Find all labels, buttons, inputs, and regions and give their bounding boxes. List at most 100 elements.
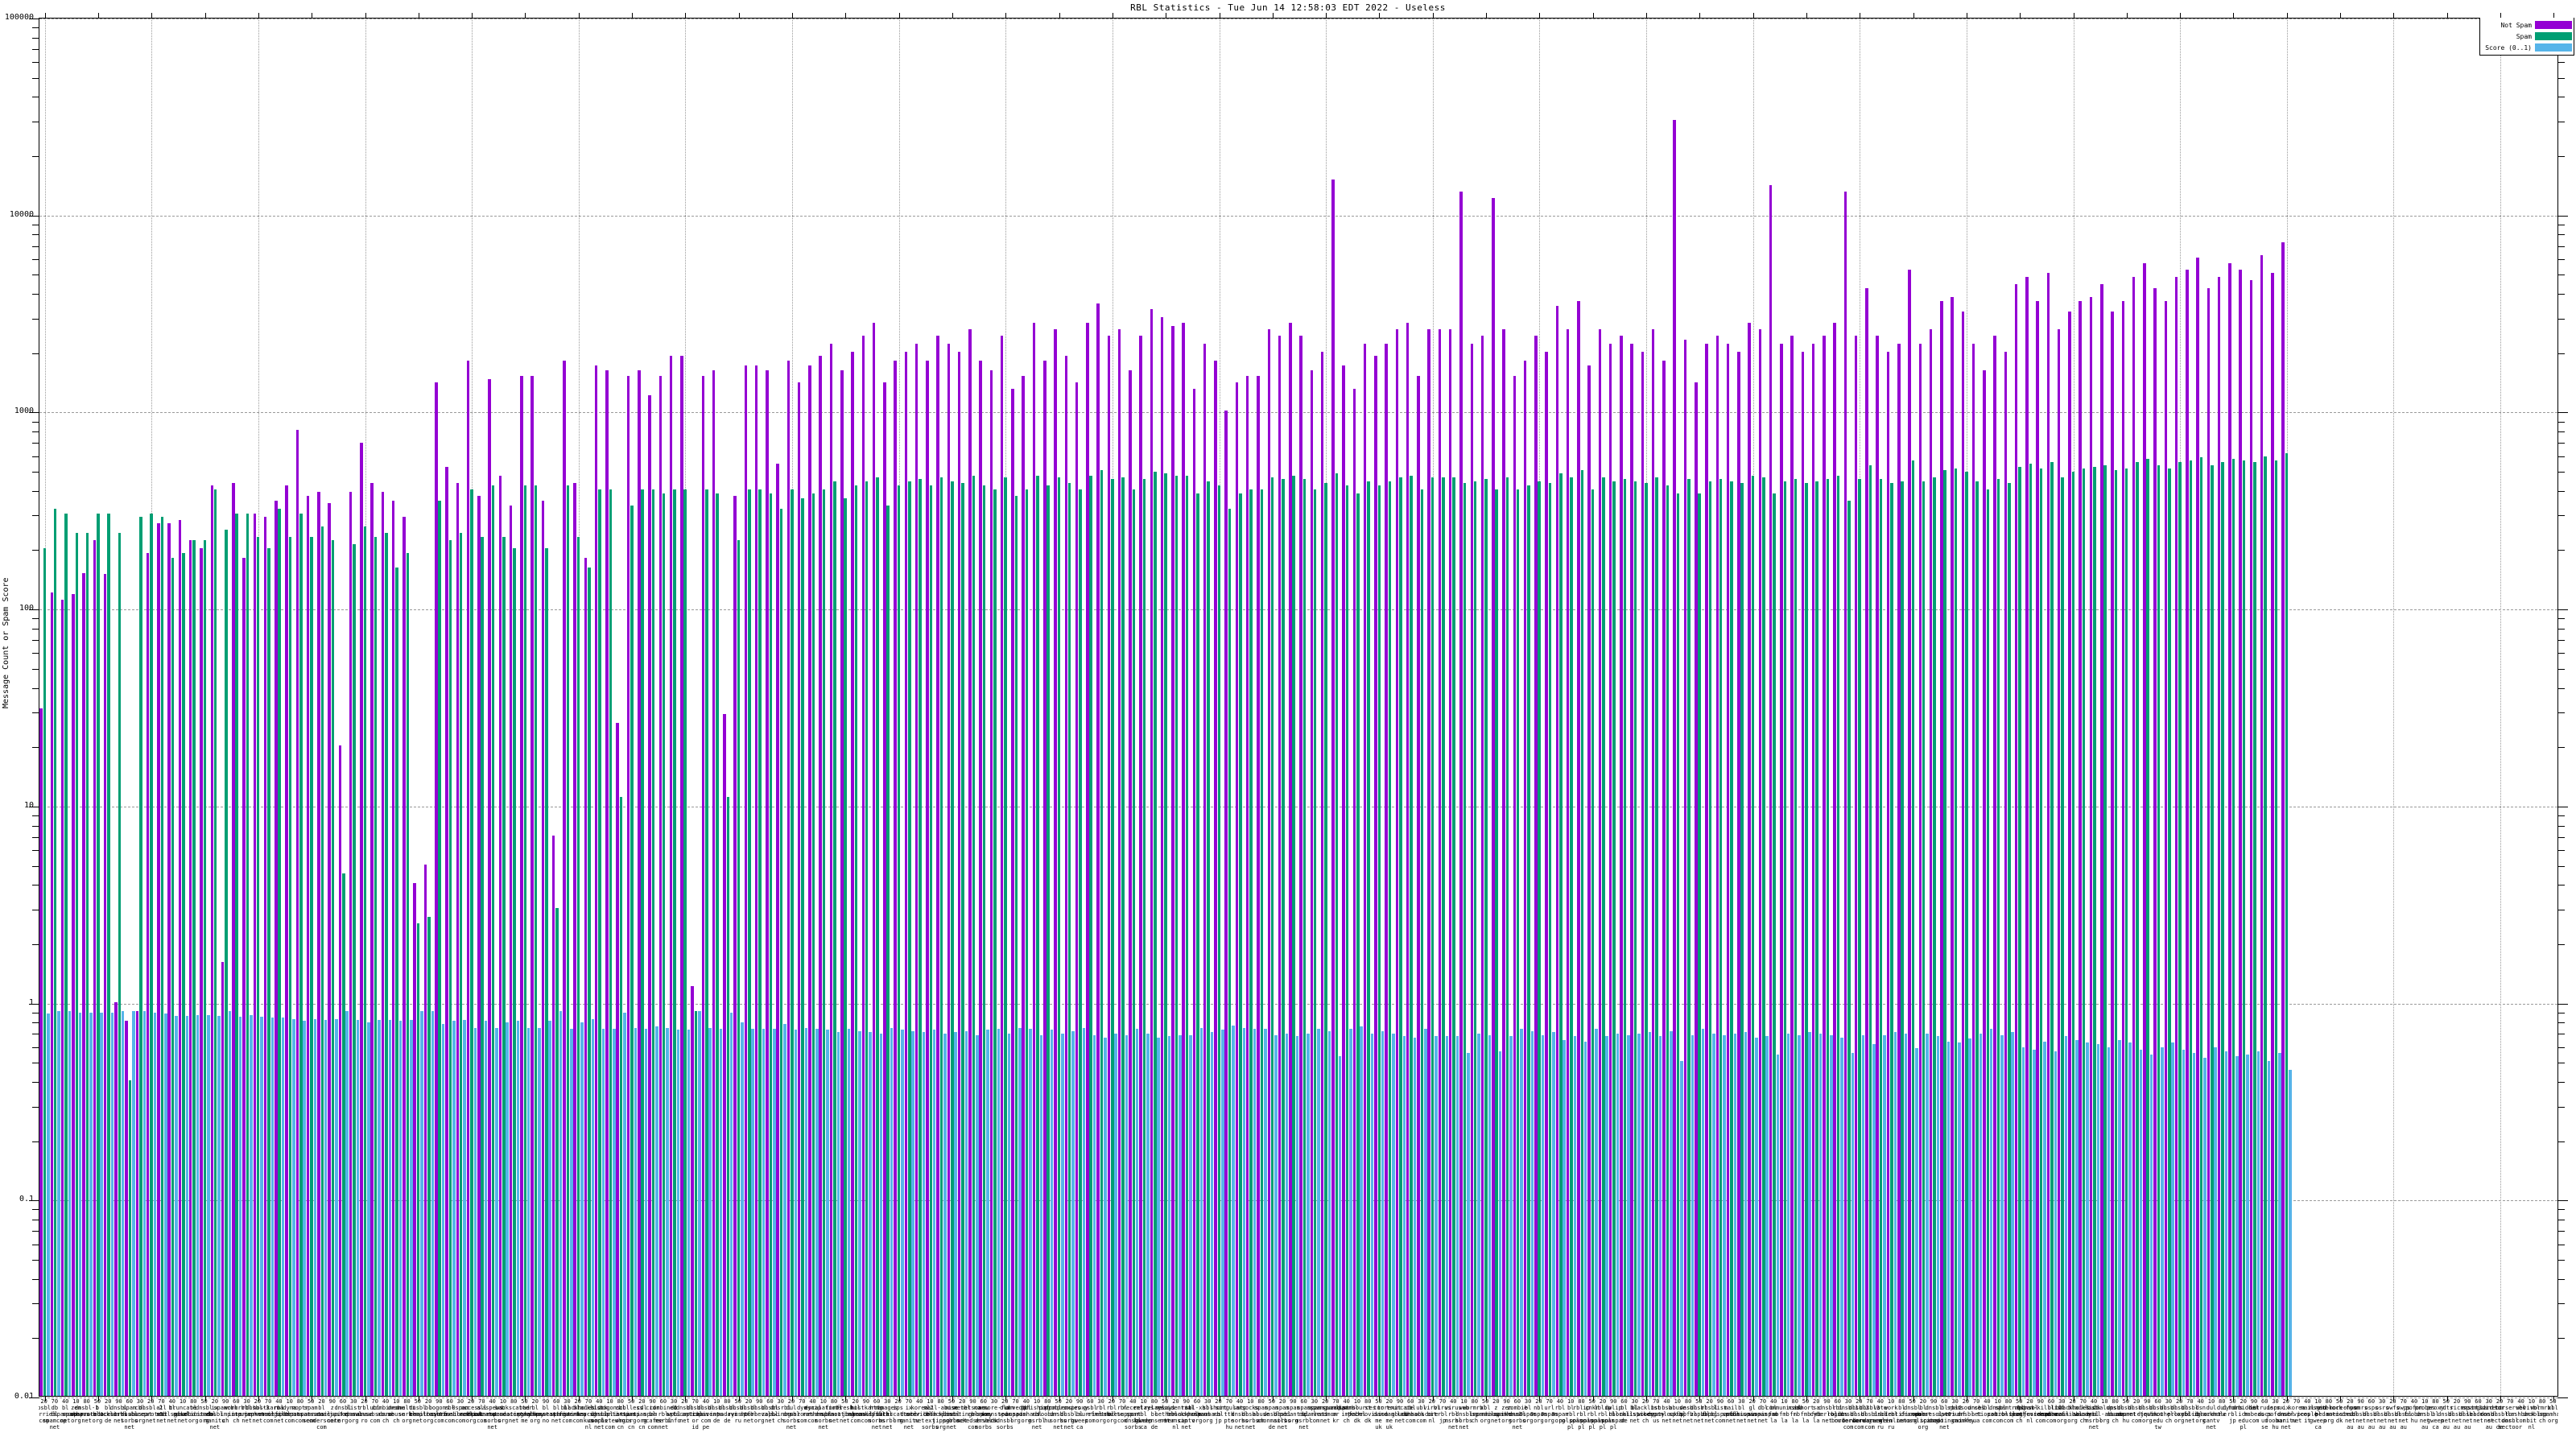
x-axis-tick-label-part: ua: [1972, 1418, 1980, 1424]
x-axis-tick-label-part: hil: [2248, 1405, 2260, 1411]
x-axis-tick-label: 90 rot blackhole cantv net: [1162, 1398, 1211, 1430]
x-axis-tick-index: 20: [531, 1398, 539, 1405]
bar-not-spam: [1940, 301, 1943, 1396]
x-axis-tick-label-part: spam: [1265, 1405, 1279, 1411]
x-axis-tick-label-part: dul: [2216, 1405, 2227, 1411]
x-axis-tick-label: 20 blackholes five-ten-sg com: [554, 1398, 602, 1424]
legend-item[interactable]: Spam: [2480, 31, 2574, 42]
x-axis-tick-index: 20: [1428, 1398, 1435, 1405]
bar-group: [1961, 19, 1971, 1396]
x-axis-tick-label-part: cn: [627, 1424, 635, 1430]
bar-group: [1352, 19, 1363, 1396]
bar-group: [1448, 19, 1459, 1396]
bar-score-0-1: [1295, 1036, 1299, 1396]
bar-not-spam: [520, 376, 523, 1396]
x-axis-tick-label-part: dk: [1353, 1418, 1361, 1424]
x-axis-tick-label-part: net: [828, 1418, 840, 1424]
x-axis-tick-label: 10 relays bl gweep ca: [1120, 1398, 1168, 1430]
x-axis-tick-label-part: dnsbl: [718, 1405, 736, 1411]
x-axis-tick-index: 10: [1247, 1398, 1254, 1405]
bar-spam: [1473, 481, 1477, 1396]
x-axis-tick-label: 90 dnsbl openresolvers org: [1909, 1398, 1958, 1424]
x-axis-tick-label-part: xbl: [1480, 1405, 1491, 1411]
x-axis-tick-label-part: org: [1554, 1418, 1566, 1424]
bar-score-0-1: [2149, 1055, 2153, 1396]
x-axis-tick-index: 60: [1193, 1398, 1201, 1405]
bar-score-0-1: [1370, 1034, 1374, 1396]
x-axis-tick-index: 20: [2347, 1398, 2354, 1405]
x-axis-tick-label: 50 dnsbl dronebl org: [180, 1398, 229, 1424]
x-axis-tick-label-part: dnsbl: [1957, 1411, 1975, 1418]
legend-item[interactable]: Not Spam: [2480, 19, 2574, 31]
bar-spam: [673, 489, 676, 1396]
y-axis-tick: [2557, 865, 2565, 867]
x-axis-tick-label: 60 combined rbl msrbl net: [639, 1398, 687, 1430]
bar-score-0-1: [932, 1030, 936, 1396]
x-axis-tick-label-part: inps: [709, 1411, 724, 1418]
x-axis-tick-label-part: sorbs: [1050, 1418, 1067, 1424]
x-axis-tick-label-part: com: [796, 1418, 807, 1424]
x-axis-tick-index: 30: [1631, 1398, 1638, 1405]
x-axis-tick-label-part: net: [1459, 1424, 1469, 1430]
x-axis-tick-label-part: org: [199, 1418, 209, 1424]
x-axis-tick-label-part: pl: [1588, 1424, 1596, 1430]
bar-spam: [2018, 466, 2021, 1396]
x-axis-tick-label-part: au: [2453, 1424, 2461, 1430]
bar-spam: [374, 536, 378, 1396]
bar-score-0-1: [1648, 1032, 1652, 1396]
bar-score-0-1: [687, 1030, 691, 1396]
bar-not-spam: [1918, 343, 1922, 1396]
bar-group: [413, 19, 423, 1396]
x-axis-tick-label-part: sorbs: [1241, 1418, 1259, 1424]
x-axis-tick-label-part: se: [2261, 1424, 2268, 1430]
x-axis-tick-label-part: cyberlogic: [1810, 1411, 1844, 1418]
x-axis-tick-label-part: dnsbl: [815, 1411, 832, 1418]
bar-not-spam: [1993, 336, 1996, 1396]
x-axis-tick-index: 80: [2325, 1398, 2333, 1405]
x-axis-tick-label-part: blacklist: [1630, 1405, 1661, 1411]
bar-not-spam: [680, 356, 683, 1396]
x-axis-tick-index: 20: [1321, 1398, 1329, 1405]
x-axis-tick-label-part: net: [593, 1424, 605, 1430]
x-axis-tick-label: 20 proxies dnsbl sorbs net: [1045, 1398, 1093, 1430]
x-axis-tick-index: 30: [2485, 1398, 2492, 1405]
x-axis-tick-label-part: blackhole: [1170, 1411, 1202, 1418]
x-axis-tick-index: 20: [852, 1398, 859, 1405]
bar-spam: [1847, 501, 1851, 1396]
y-axis-tick: [32, 353, 39, 354]
bar-not-spam: [1769, 184, 1773, 1396]
y-axis-tick: [2557, 836, 2565, 838]
y-axis-tick: [32, 318, 39, 320]
bar-score-0-1: [847, 1029, 851, 1396]
x-axis-tick-label-part: dnsbl: [2117, 1405, 2135, 1411]
bar-group: [1620, 19, 1630, 1396]
x-axis-tick-label-part: anonmails: [1256, 1418, 1287, 1424]
bar-not-spam: [2207, 287, 2211, 1396]
x-axis-tick-label-part: org: [1021, 1418, 1032, 1424]
x-axis-tick-label-part: dul: [2206, 1405, 2217, 1411]
x-axis-tick-label: 70 dnsbl net ua: [1952, 1398, 2000, 1424]
bar-score-0-1: [292, 1018, 295, 1396]
bar-score-0-1: [1946, 1041, 1951, 1396]
bar-not-spam: [1203, 343, 1207, 1396]
x-axis-tick-label-part: spam: [1275, 1405, 1290, 1411]
x-axis-tick-label-part: foobar: [2404, 1411, 2425, 1418]
bar-score-0-1: [1926, 1034, 1929, 1396]
bar-spam: [182, 552, 185, 1396]
legend-item[interactable]: Score (0..1): [2480, 42, 2574, 53]
x-axis-tick: [898, 1396, 900, 1402]
bar-group: [1715, 19, 1726, 1396]
x-axis-tick-label-part: rbl: [1597, 1411, 1608, 1418]
x-axis-tick-label-part: net: [81, 1418, 92, 1424]
x-axis-tick-label-part: au: [2347, 1424, 2354, 1430]
bar-spam: [43, 548, 47, 1396]
x-axis-tick-label-part: netblock: [2314, 1405, 2343, 1411]
x-axis-tick-label-part: t3direct: [2475, 1405, 2503, 1411]
x-axis-tick-label-part: rbl: [1554, 1405, 1566, 1411]
bar-not-spam: [2046, 273, 2050, 1396]
x-axis-tick: [1592, 1396, 1594, 1402]
x-axis-tick-label-part: rblip: [1572, 1405, 1590, 1411]
bar-group: [360, 19, 370, 1396]
x-axis-tick-label-part: dnsbl: [1274, 1411, 1291, 1418]
x-axis-tick-label-part: com: [572, 1418, 584, 1424]
